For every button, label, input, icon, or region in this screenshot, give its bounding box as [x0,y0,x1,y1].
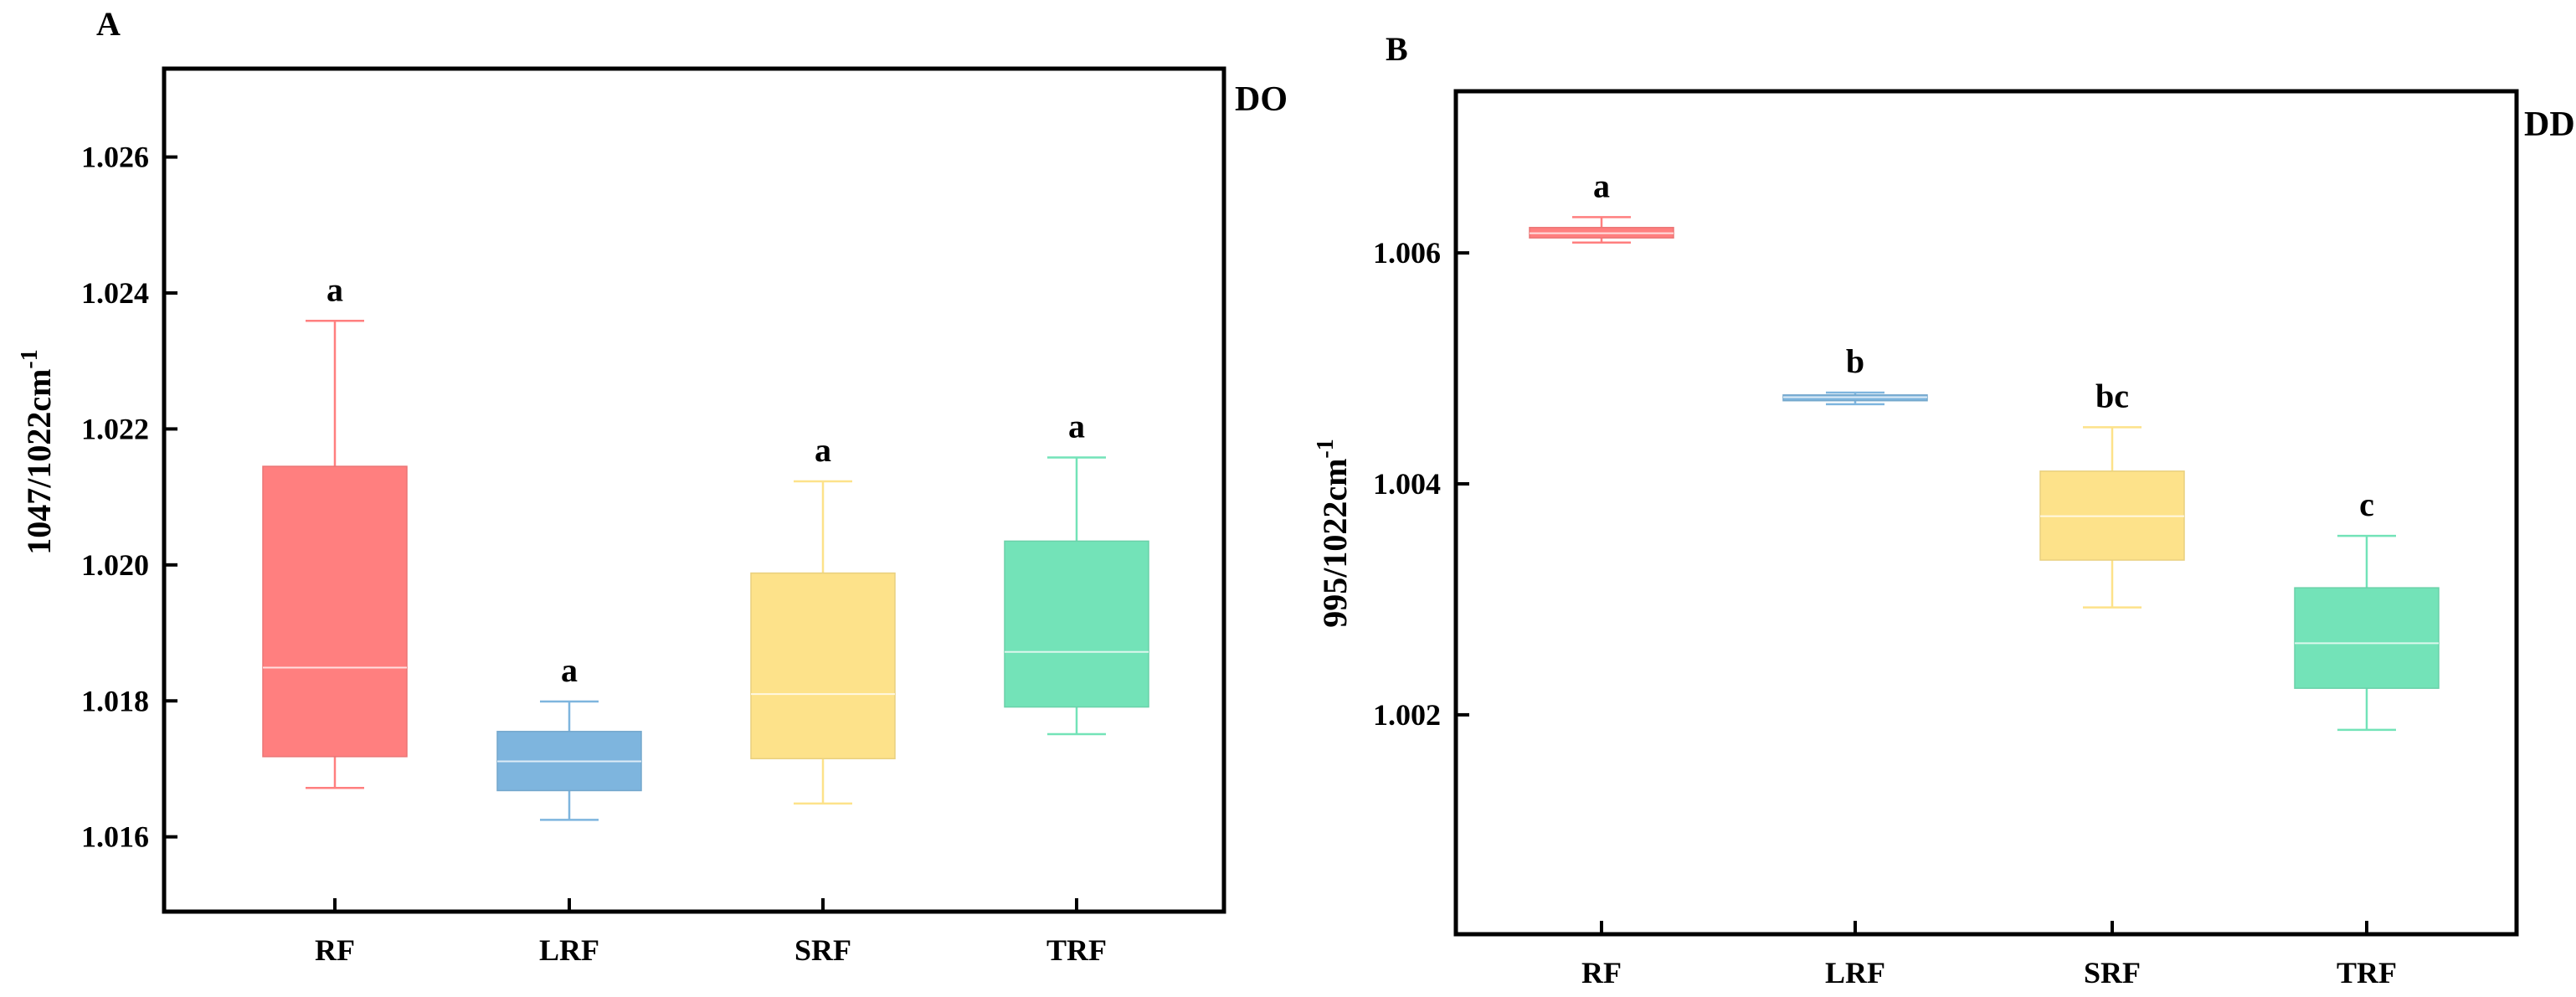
significance-label: a [1593,167,1610,204]
panel-label-a: A [96,5,121,43]
x-ticks-a: RF LRF SRF TRF [315,898,1107,967]
x-tick-label-trf: TRF [2337,956,2397,989]
box-trf: a [1004,408,1149,736]
significance-label: a [561,651,578,689]
y-tick-label: 1.024 [81,276,149,310]
box-lrf: a [496,651,642,821]
x-tick-label-trf: TRF [1046,933,1107,967]
panel-label-b: B [1386,30,1408,68]
box-srf: bc [2039,377,2185,609]
x-tick-label-rf: RF [315,933,355,967]
y-tick-label: 1.018 [81,684,149,717]
significance-label: a [326,270,343,308]
x-tick-label-lrf: LRF [539,933,599,967]
y-tick-label: 1.020 [81,548,149,582]
significance-label: c [2359,486,2374,523]
boxes-a: a a a a [262,270,1149,821]
y-tick-label: 1.002 [1373,698,1441,732]
y-axis-title-a: 1047/1022cm-1 [17,349,58,555]
y-tick-label: 1.016 [81,820,149,854]
box-body [1004,540,1149,708]
panel-b: B DD 995/1022cm-1 1.002 1.004 1.006 RF LRF S… [1313,30,2575,989]
box-body [2294,587,2440,689]
significance-label: bc [2095,377,2129,414]
significance-label: b [1846,342,1864,380]
box-lrf: b [1782,342,1928,406]
x-ticks-b: RF LRF SRF TRF [1581,921,2397,989]
corner-label-do: DO [1235,80,1288,119]
y-tick-label: 1.004 [1373,467,1441,501]
box-srf: a [750,431,896,805]
y-ticks-b: 1.002 1.004 1.006 [1373,236,1469,732]
corner-label-dd: DD [2524,105,2575,144]
boxes-b: a b bc c [1529,167,2440,732]
box-body [262,465,408,758]
x-tick-label-rf: RF [1581,956,1622,989]
significance-label: a [815,431,831,469]
y-tick-label: 1.026 [81,141,149,174]
significance-label: a [1068,408,1085,445]
y-axis-title-b: 995/1022cm-1 [1313,439,1354,628]
x-tick-label-lrf: LRF [1825,956,1885,989]
x-tick-label-srf: SRF [794,933,851,967]
plot-frame-a [162,66,1226,914]
box-trf: c [2294,486,2440,732]
box-rf: a [262,270,408,789]
box-body [750,572,896,760]
box-rf: a [1529,167,1674,244]
panel-a: A DO 1047/1022cm-1 1.0161.0181.0201.0221… [17,5,1288,967]
x-tick-label-srf: SRF [2084,956,2141,989]
y-ticks-a: 1.016 1.018 1.020 1.022 1.024 1.026 [81,141,177,854]
y-tick-label: 1.022 [81,412,149,445]
y-tick-label: 1.006 [1373,236,1441,270]
plot-frame-b [1453,89,2519,937]
